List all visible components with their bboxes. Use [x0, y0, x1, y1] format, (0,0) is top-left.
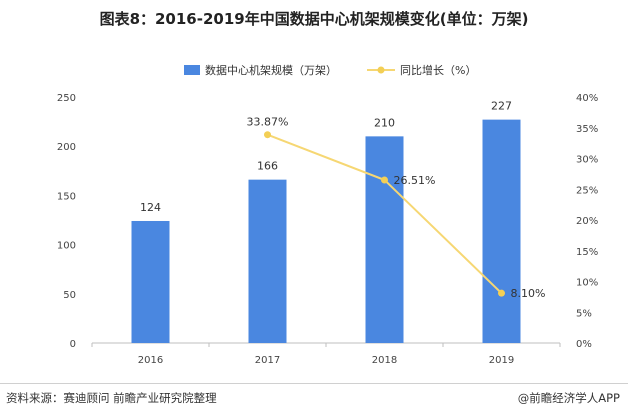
brand-credit: @前瞻经济学人APP [517, 391, 620, 405]
left-tick-label: 150 [57, 191, 76, 202]
right-tick-label: 5% [576, 308, 592, 319]
legend-bar-swatch [184, 65, 200, 75]
left-tick-label: 50 [63, 290, 76, 301]
footer-divider [0, 383, 628, 384]
right-tick-label: 40% [576, 93, 598, 104]
right-tick-label: 15% [576, 247, 598, 258]
bar-2018 [365, 136, 404, 343]
right-tick-label: 35% [576, 124, 598, 135]
legend-line-label: 同比增长（%） [400, 63, 476, 77]
bar-2019 [482, 119, 521, 343]
growth-markers [264, 131, 505, 297]
left-axis: 0 50 100 150 200 250 [57, 93, 76, 350]
bar-value-label: 227 [491, 100, 512, 113]
bar-data-labels: 124 166 210 227 [140, 100, 512, 214]
x-tick-label: 2019 [489, 355, 514, 366]
right-tick-label: 10% [576, 278, 598, 289]
growth-data-labels: 33.87% 26.51% 8.10% [247, 116, 546, 300]
legend-line-marker [377, 66, 385, 74]
x-tick-label: 2017 [255, 355, 280, 366]
growth-value-label: 26.51% [394, 174, 436, 187]
bar-value-label: 124 [140, 201, 161, 214]
growth-marker-2017 [264, 131, 271, 139]
bar-value-label: 166 [257, 160, 278, 173]
right-axis: 0% 5% 10% 15% 20% 25% 30% 35% 40% [576, 93, 598, 350]
legend-bar-label: 数据中心机架规模（万架） [205, 63, 337, 77]
left-tick-label: 0 [70, 339, 76, 350]
left-tick-label: 250 [57, 93, 76, 104]
left-tick-label: 200 [57, 142, 76, 153]
chart-title: 图表8：2016-2019年中国数据中心机架规模变化(单位：万架) [99, 10, 529, 28]
right-tick-label: 20% [576, 216, 598, 227]
growth-value-label: 33.87% [247, 116, 289, 129]
bar-2017 [248, 179, 287, 343]
source-note: 资料来源：赛迪顾问 前瞻产业研究院整理 [6, 391, 217, 405]
growth-marker-2018 [381, 176, 388, 184]
right-tick-label: 0% [576, 339, 592, 350]
growth-value-label: 8.10% [511, 287, 546, 300]
right-tick-label: 25% [576, 185, 598, 196]
x-tick-label: 2018 [372, 355, 397, 366]
bar-2016 [131, 220, 170, 343]
growth-marker-2019 [498, 289, 505, 297]
x-axis: 2016 2017 2018 2019 [91, 343, 561, 366]
left-tick-label: 100 [57, 241, 76, 252]
bar-value-label: 210 [374, 116, 395, 129]
combo-chart: 数据中心机架规模（万架） 同比增长（%） 0 50 100 150 200 250 0% 5… [57, 63, 598, 366]
legend: 数据中心机架规模（万架） 同比增长（%） [184, 63, 476, 77]
bar-series [131, 119, 521, 343]
right-tick-label: 30% [576, 155, 598, 166]
x-tick-label: 2016 [138, 355, 163, 366]
